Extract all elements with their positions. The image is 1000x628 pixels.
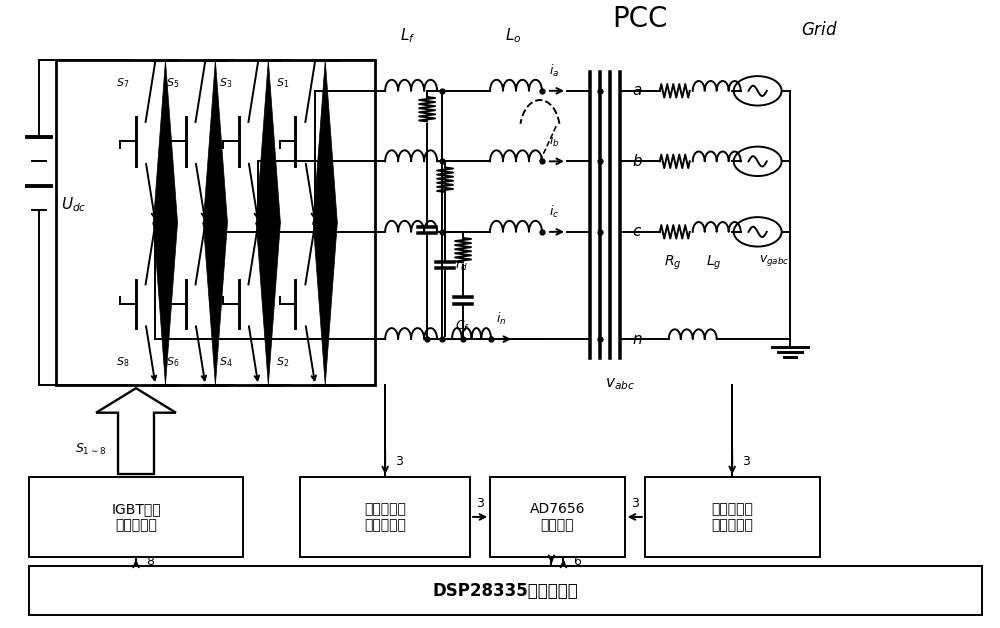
Text: 3: 3 — [631, 497, 639, 509]
Text: DSP28335核心控制器: DSP28335核心控制器 — [433, 582, 578, 600]
Text: 电流传感器
及调理电路: 电流传感器 及调理电路 — [364, 502, 406, 532]
Text: 3: 3 — [742, 455, 750, 468]
Text: $S_3$: $S_3$ — [219, 77, 232, 90]
Text: $c$: $c$ — [632, 224, 642, 239]
Polygon shape — [96, 388, 176, 474]
Text: $i_c$: $i_c$ — [549, 203, 559, 220]
Text: $L_f$: $L_f$ — [400, 26, 416, 45]
Text: $S_5$: $S_5$ — [166, 77, 179, 90]
Text: $S_7$: $S_7$ — [116, 77, 129, 90]
Bar — [56, 60, 375, 385]
Text: $i_b$: $i_b$ — [549, 133, 560, 149]
Text: $S_1$: $S_1$ — [276, 77, 289, 90]
Bar — [29, 566, 982, 615]
Polygon shape — [203, 60, 227, 223]
Text: PCC: PCC — [612, 4, 668, 33]
Text: 3: 3 — [476, 497, 484, 509]
Bar — [490, 477, 625, 557]
Text: $S_8$: $S_8$ — [116, 355, 129, 369]
Bar — [29, 477, 243, 557]
Polygon shape — [203, 223, 227, 385]
Text: $S_{1\sim8}$: $S_{1\sim8}$ — [75, 442, 106, 457]
Text: $Grid$: $Grid$ — [801, 21, 838, 39]
Text: 3: 3 — [395, 455, 403, 468]
Polygon shape — [256, 223, 280, 385]
Polygon shape — [153, 223, 178, 385]
Text: $L_o$: $L_o$ — [505, 26, 521, 45]
Text: $S_6$: $S_6$ — [166, 355, 179, 369]
Polygon shape — [313, 223, 337, 385]
Polygon shape — [313, 60, 337, 223]
Polygon shape — [153, 60, 178, 223]
Text: $v_{abc}$: $v_{abc}$ — [605, 376, 635, 392]
Text: 电压传感器
及调理电路: 电压传感器 及调理电路 — [711, 502, 753, 532]
Text: 8: 8 — [146, 555, 154, 568]
Text: 6: 6 — [573, 555, 581, 568]
Text: $v_{gabc}$: $v_{gabc}$ — [759, 253, 790, 268]
Text: $R_g$: $R_g$ — [664, 253, 681, 271]
Text: $n$: $n$ — [632, 332, 642, 347]
Text: $i_a$: $i_a$ — [549, 62, 559, 78]
Text: $i_n$: $i_n$ — [496, 311, 506, 327]
Text: $C_f$: $C_f$ — [455, 319, 470, 335]
Polygon shape — [256, 60, 280, 223]
Text: AD7656
转换单元: AD7656 转换单元 — [530, 502, 585, 532]
Text: $a$: $a$ — [632, 84, 642, 99]
Bar — [300, 477, 470, 557]
Bar — [645, 477, 820, 557]
Text: $S_4$: $S_4$ — [219, 355, 232, 369]
Text: $b$: $b$ — [632, 153, 643, 170]
Text: $r_d$: $r_d$ — [455, 259, 468, 273]
Text: $U_{dc}$: $U_{dc}$ — [61, 195, 86, 214]
Text: $S_2$: $S_2$ — [276, 355, 289, 369]
Text: IGBT驱动
及保护电路: IGBT驱动 及保护电路 — [111, 502, 161, 532]
Text: $L_g$: $L_g$ — [706, 253, 721, 271]
